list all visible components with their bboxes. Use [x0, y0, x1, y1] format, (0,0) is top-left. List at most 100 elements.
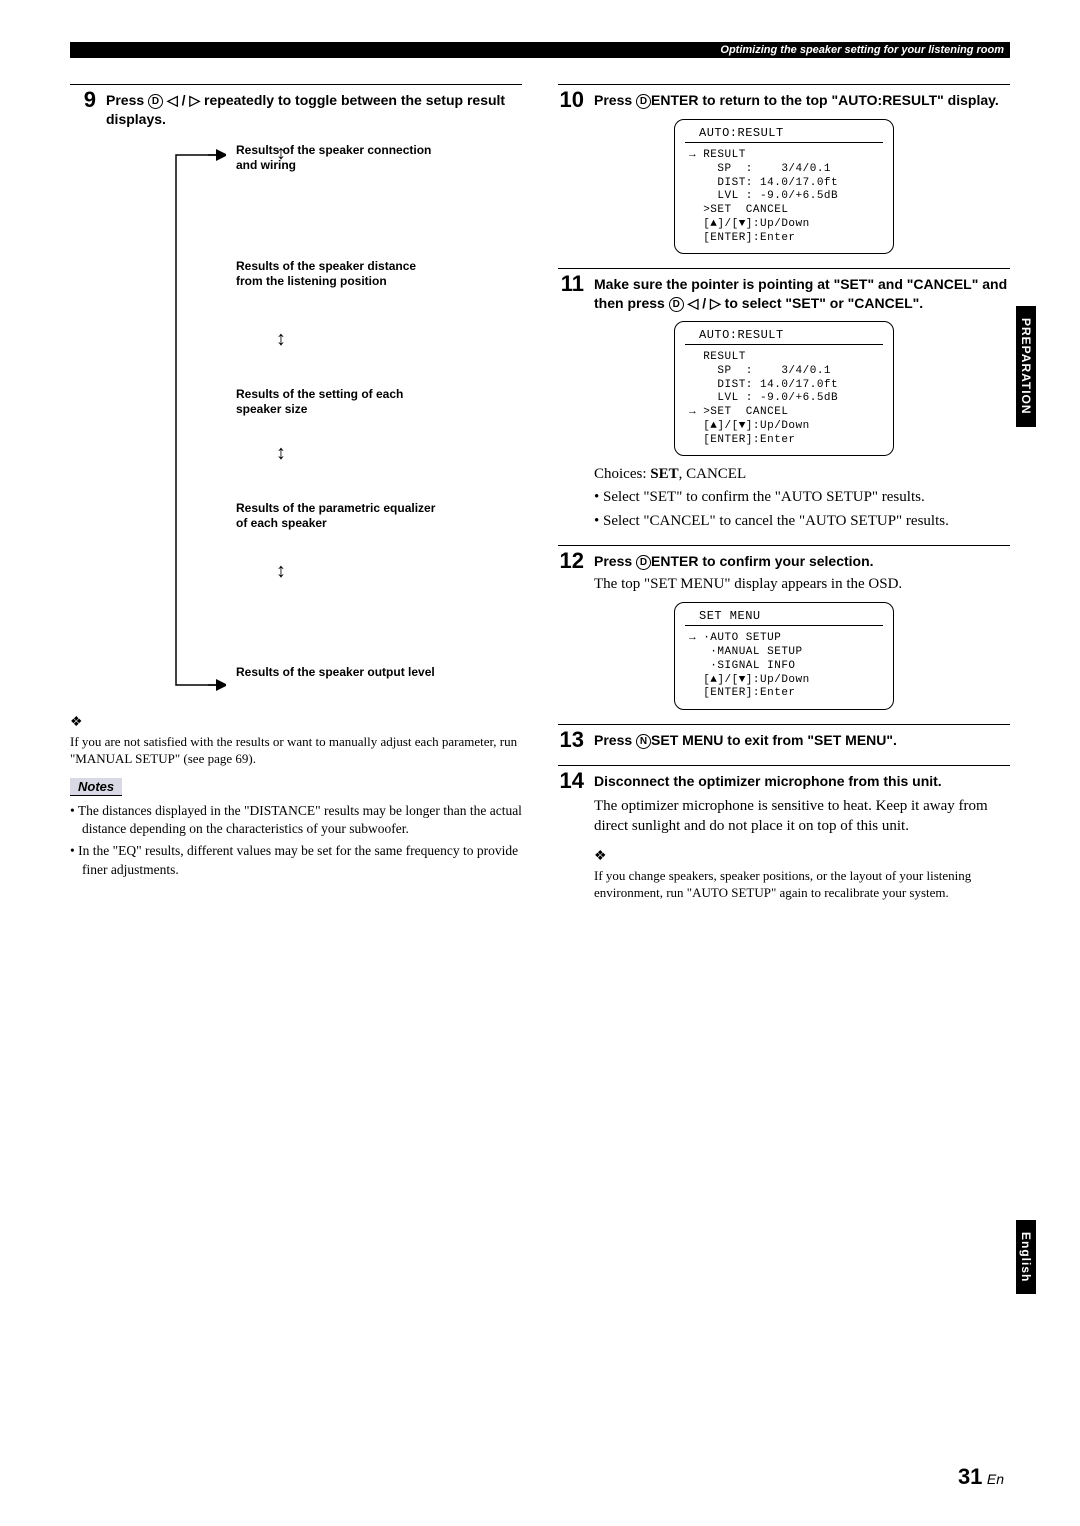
- step-12: 12 Press DENTER to confirm your selectio…: [558, 552, 1010, 572]
- side-tab-preparation: PREPARATION: [1016, 306, 1036, 427]
- t: Press: [106, 92, 148, 108]
- screen-line: SP : 3/4/0.1: [675, 163, 893, 177]
- screen-line: [ENTER]:Enter: [675, 434, 893, 448]
- page-num: 31: [958, 1464, 982, 1489]
- tip-icon: [70, 713, 83, 730]
- step-9: 9 Press D ◁ / ▷ repeatedly to toggle bet…: [70, 91, 522, 129]
- rule: [70, 84, 522, 85]
- button-d-icon: D: [669, 297, 684, 312]
- step-number: 12: [558, 550, 584, 572]
- step-text: Disconnect the optimizer microphone from…: [594, 772, 1010, 792]
- note-item: In the "EQ" results, different values ma…: [70, 842, 522, 878]
- rule: [558, 545, 1010, 546]
- flow-label-1: Results of the speaker connection and wi…: [236, 143, 436, 174]
- t: Press: [594, 553, 636, 569]
- left-column: 9 Press D ◁ / ▷ repeatedly to toggle bet…: [70, 84, 522, 902]
- screen-line: [▲]/[▼]:Up/Down: [675, 420, 893, 434]
- step-text: Press DENTER to return to the top "AUTO:…: [594, 91, 1010, 111]
- tip-text: If you are not satisfied with the result…: [70, 733, 522, 768]
- osd-screen-auto-result-1: AUTO:RESULT → RESULT SP : 3/4/0.1 DIST: …: [674, 119, 894, 254]
- t: to exit from "SET MENU".: [723, 732, 897, 748]
- enter-label: ENTER: [651, 92, 698, 108]
- step-10: 10 Press DENTER to return to the top "AU…: [558, 91, 1010, 111]
- tip-text: If you change speakers, speaker position…: [594, 867, 1010, 902]
- side-tab-english: English: [1016, 1220, 1036, 1294]
- osd-screen-auto-result-2: AUTO:RESULT RESULT SP : 3/4/0.1 DIST: 14…: [674, 321, 894, 456]
- t: to select "SET" or "CANCEL".: [721, 295, 923, 311]
- button-d-icon: D: [636, 94, 651, 109]
- screen-line: → RESULT: [675, 149, 893, 163]
- results-flow: Results of the speaker connection and wi…: [136, 143, 522, 703]
- flow-label-3: Results of the setting of each speaker s…: [236, 387, 436, 418]
- step-number: 14: [558, 770, 584, 792]
- step-text: Press NSET MENU to exit from "SET MENU".: [594, 731, 1010, 751]
- screen-title: SET MENU: [685, 609, 883, 626]
- step-number: 9: [70, 89, 96, 129]
- screen-line: [ENTER]:Enter: [675, 232, 893, 246]
- tip-block-2: If you change speakers, speaker position…: [594, 847, 1010, 902]
- step-11: 11 Make sure the pointer is pointing at …: [558, 275, 1010, 313]
- step-text: Press D ◁ / ▷ repeatedly to toggle betwe…: [106, 91, 522, 129]
- rule: [558, 765, 1010, 766]
- t: to return to the top "AUTO:RESULT" displ…: [699, 92, 999, 108]
- content-columns: 9 Press D ◁ / ▷ repeatedly to toggle bet…: [70, 84, 1010, 902]
- rule: [558, 84, 1010, 85]
- bullet-item: Select "CANCEL" to cancel the "AUTO SETU…: [594, 511, 1010, 531]
- screen-line: LVL : -9.0/+6.5dB: [675, 392, 893, 406]
- step-number: 13: [558, 729, 584, 751]
- screen-line: SP : 3/4/0.1: [675, 365, 893, 379]
- step-number: 11: [558, 273, 584, 313]
- screen-line: ·SIGNAL INFO: [675, 660, 893, 674]
- setmenu-label: SET MENU: [651, 732, 723, 748]
- screen-line: [▲]/[▼]:Up/Down: [675, 674, 893, 688]
- flow-label-5: Results of the speaker output level: [236, 665, 436, 681]
- flow-label-2: Results of the speaker distance from the…: [236, 259, 436, 290]
- updown-arrow-icon: ↕: [276, 443, 286, 463]
- screen-line: RESULT: [675, 351, 893, 365]
- t: Choices:: [594, 466, 650, 482]
- choices-line: Choices: SET, CANCEL: [594, 464, 1010, 484]
- choice-bullets: Select "SET" to confirm the "AUTO SETUP"…: [594, 487, 1010, 532]
- screen-line: → >SET CANCEL: [675, 406, 893, 420]
- step-text: Make sure the pointer is pointing at "SE…: [594, 275, 1010, 313]
- page-suffix: En: [987, 1471, 1004, 1487]
- bullet-item: Select "SET" to confirm the "AUTO SETUP"…: [594, 487, 1010, 507]
- page-number: 31 En: [958, 1464, 1004, 1490]
- flow-bracket: [136, 143, 226, 703]
- t: to confirm your selection.: [699, 553, 874, 569]
- button-d-icon: D: [148, 94, 163, 109]
- header-bar: Optimizing the speaker setting for your …: [70, 42, 1010, 58]
- flow-label-4: Results of the parametric equalizer of e…: [236, 501, 436, 532]
- updown-arrow-icon: ↕: [276, 143, 286, 163]
- step-14: 14 Disconnect the optimizer microphone f…: [558, 772, 1010, 792]
- screen-line: ·MANUAL SETUP: [675, 646, 893, 660]
- t: repeatedly to toggle between the setup r…: [106, 92, 505, 127]
- choice-set: SET: [650, 466, 678, 482]
- step-text: Press DENTER to confirm your selection.: [594, 552, 1010, 572]
- t: Press: [594, 92, 636, 108]
- screen-line: → ·AUTO SETUP: [675, 632, 893, 646]
- step-14-body: The optimizer microphone is sensitive to…: [594, 796, 1010, 837]
- screen-line: DIST: 14.0/17.0ft: [675, 379, 893, 393]
- t: Press: [594, 732, 636, 748]
- notes-heading: Notes: [70, 778, 122, 796]
- enter-label: ENTER: [651, 553, 698, 569]
- notes-list: The distances displayed in the "DISTANCE…: [70, 802, 522, 879]
- screen-line: >SET CANCEL: [675, 204, 893, 218]
- button-n-icon: N: [636, 734, 651, 749]
- updown-arrow-icon: ↕: [276, 329, 286, 349]
- rule: [558, 724, 1010, 725]
- updown-arrow-icon: ↕: [276, 561, 286, 581]
- screen-line: [ENTER]:Enter: [675, 687, 893, 701]
- t: , CANCEL: [679, 466, 747, 482]
- rule: [558, 268, 1010, 269]
- arrows: ◁ / ▷: [167, 92, 200, 108]
- step-12-body: The top "SET MENU" display appears in th…: [594, 574, 1010, 594]
- right-column: 10 Press DENTER to return to the top "AU…: [558, 84, 1010, 902]
- screen-line: DIST: 14.0/17.0ft: [675, 177, 893, 191]
- screen-title: AUTO:RESULT: [685, 126, 883, 143]
- step-13: 13 Press NSET MENU to exit from "SET MEN…: [558, 731, 1010, 751]
- screen-line: LVL : -9.0/+6.5dB: [675, 190, 893, 204]
- tip-icon: [594, 847, 607, 864]
- arrows: ◁ / ▷: [688, 295, 721, 311]
